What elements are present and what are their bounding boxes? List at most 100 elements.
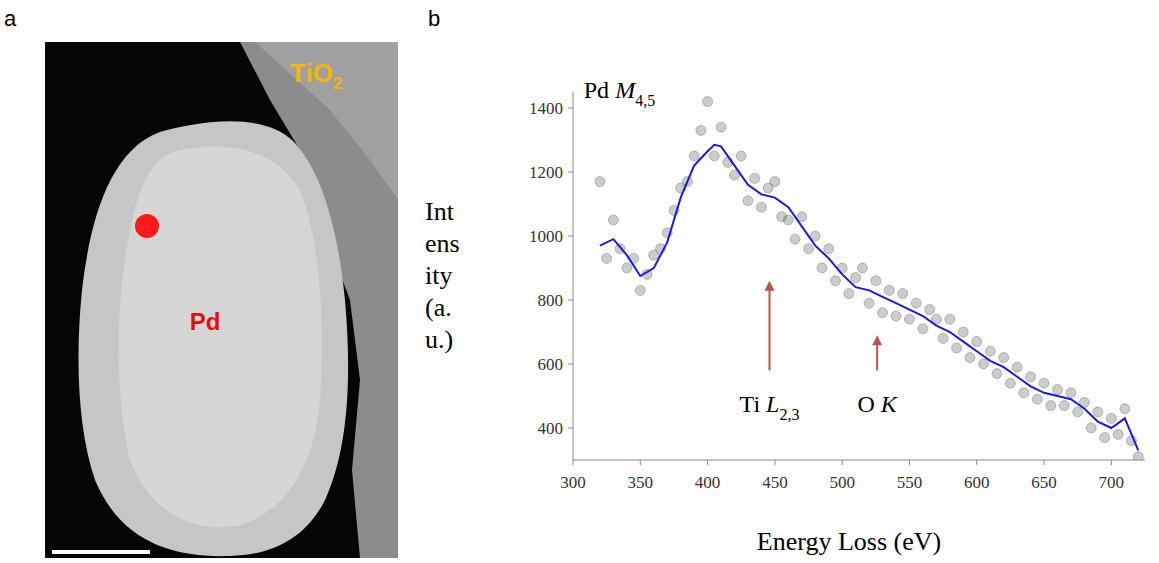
x-tick: [842, 460, 843, 465]
support-label: TiO2: [290, 58, 342, 93]
x-tick: [774, 460, 775, 465]
data-point: [1066, 388, 1076, 398]
y-tick-label: 1400: [529, 99, 563, 118]
x-tick-label: 450: [762, 473, 788, 492]
data-point: [1086, 423, 1096, 433]
subscript: 2: [333, 74, 342, 93]
data-point: [1032, 394, 1042, 404]
plot-marks: [595, 97, 1143, 460]
x-tick-label: 300: [560, 473, 586, 492]
data-point: [1073, 407, 1083, 417]
panel-letter: a: [4, 6, 17, 31]
data-point: [1100, 433, 1110, 443]
data-point: [709, 151, 719, 161]
x-tick: [1111, 460, 1112, 465]
data-point: [945, 314, 955, 324]
data-point: [770, 177, 780, 187]
y-tick-label: 600: [538, 355, 564, 374]
y-tick: [568, 364, 573, 365]
annotation: Pd M4,5: [584, 77, 655, 109]
data-point: [864, 298, 874, 308]
data-point: [743, 196, 753, 206]
data-point: [1039, 378, 1049, 388]
data-point: [790, 234, 800, 244]
y-tick-label: 1200: [529, 163, 563, 182]
panel-letter: b: [428, 6, 440, 31]
x-tick-label: 500: [829, 473, 855, 492]
y-axis-title-line: u.): [425, 325, 453, 354]
data-point: [602, 253, 612, 263]
data-point: [878, 308, 888, 318]
data-point: [824, 244, 834, 254]
figure: aPdTiO2b30035040045050055060065070040060…: [0, 0, 1159, 563]
data-point: [1093, 407, 1103, 417]
data-point: [952, 343, 962, 353]
data-point: [904, 314, 914, 324]
data-point: [703, 97, 713, 107]
x-tick-label: 700: [1099, 473, 1125, 492]
y-axis-title: Int ens ity (a. u.): [425, 197, 460, 354]
data-point: [1106, 413, 1116, 423]
x-tick: [976, 460, 977, 465]
data-point: [1046, 401, 1056, 411]
annotation-symbol: M: [614, 77, 637, 103]
x-tick-label: 350: [628, 473, 654, 492]
y-tick-label: 800: [538, 291, 564, 310]
annotation-arrowhead: [872, 335, 882, 345]
data-point: [938, 333, 948, 343]
x-tick: [1044, 460, 1045, 465]
data-point: [844, 289, 854, 299]
data-point: [736, 151, 746, 161]
annotation-symbol: L: [765, 391, 779, 417]
y-axis-title-line: ity: [425, 261, 452, 290]
data-point: [999, 353, 1009, 363]
scale-bar: [52, 550, 150, 554]
data-point: [608, 215, 618, 225]
y-axis-title-line: (a.: [425, 293, 452, 322]
x-tick-label: 550: [897, 473, 923, 492]
data-point: [857, 263, 867, 273]
y-tick: [568, 172, 573, 173]
data-point: [851, 273, 861, 283]
data-point: [689, 151, 699, 161]
data-point: [898, 289, 908, 299]
data-point: [635, 285, 645, 295]
y-tick: [568, 236, 573, 237]
y-tick: [568, 300, 573, 301]
particle-label: Pd: [190, 308, 221, 335]
y-tick-label: 1000: [529, 227, 563, 246]
annotation-arrow: [768, 290, 770, 371]
data-point: [1120, 404, 1130, 414]
smoothed-line: [600, 145, 1138, 451]
y-axis-title-line: Int: [425, 197, 455, 226]
probe-spot: [135, 214, 159, 238]
data-point: [1005, 378, 1015, 388]
x-tick-label: 650: [1031, 473, 1057, 492]
data-point: [1059, 401, 1069, 411]
data-point: [911, 298, 921, 308]
data-point: [783, 215, 793, 225]
x-tick-label: 400: [695, 473, 721, 492]
y-axis-title-line: ens: [425, 229, 460, 258]
data-point: [925, 305, 935, 315]
data-point: [985, 346, 995, 356]
data-point: [756, 202, 766, 212]
data-point: [804, 244, 814, 254]
x-tick: [640, 460, 641, 465]
data-point: [696, 125, 706, 135]
data-point: [965, 353, 975, 363]
data-point: [1012, 362, 1022, 372]
annotation-arrowhead: [764, 281, 774, 291]
x-axis-title: Energy Loss (eV): [757, 527, 941, 556]
data-point: [716, 122, 726, 132]
data-point: [750, 173, 760, 183]
data-point: [830, 276, 840, 286]
data-point: [1019, 388, 1029, 398]
annotation: Ti L2,3: [740, 391, 800, 423]
data-point: [1113, 429, 1123, 439]
micrograph: [45, 42, 398, 558]
data-point: [1026, 372, 1036, 382]
data-point: [992, 369, 1002, 379]
data-point: [871, 276, 881, 286]
x-tick: [573, 460, 574, 465]
